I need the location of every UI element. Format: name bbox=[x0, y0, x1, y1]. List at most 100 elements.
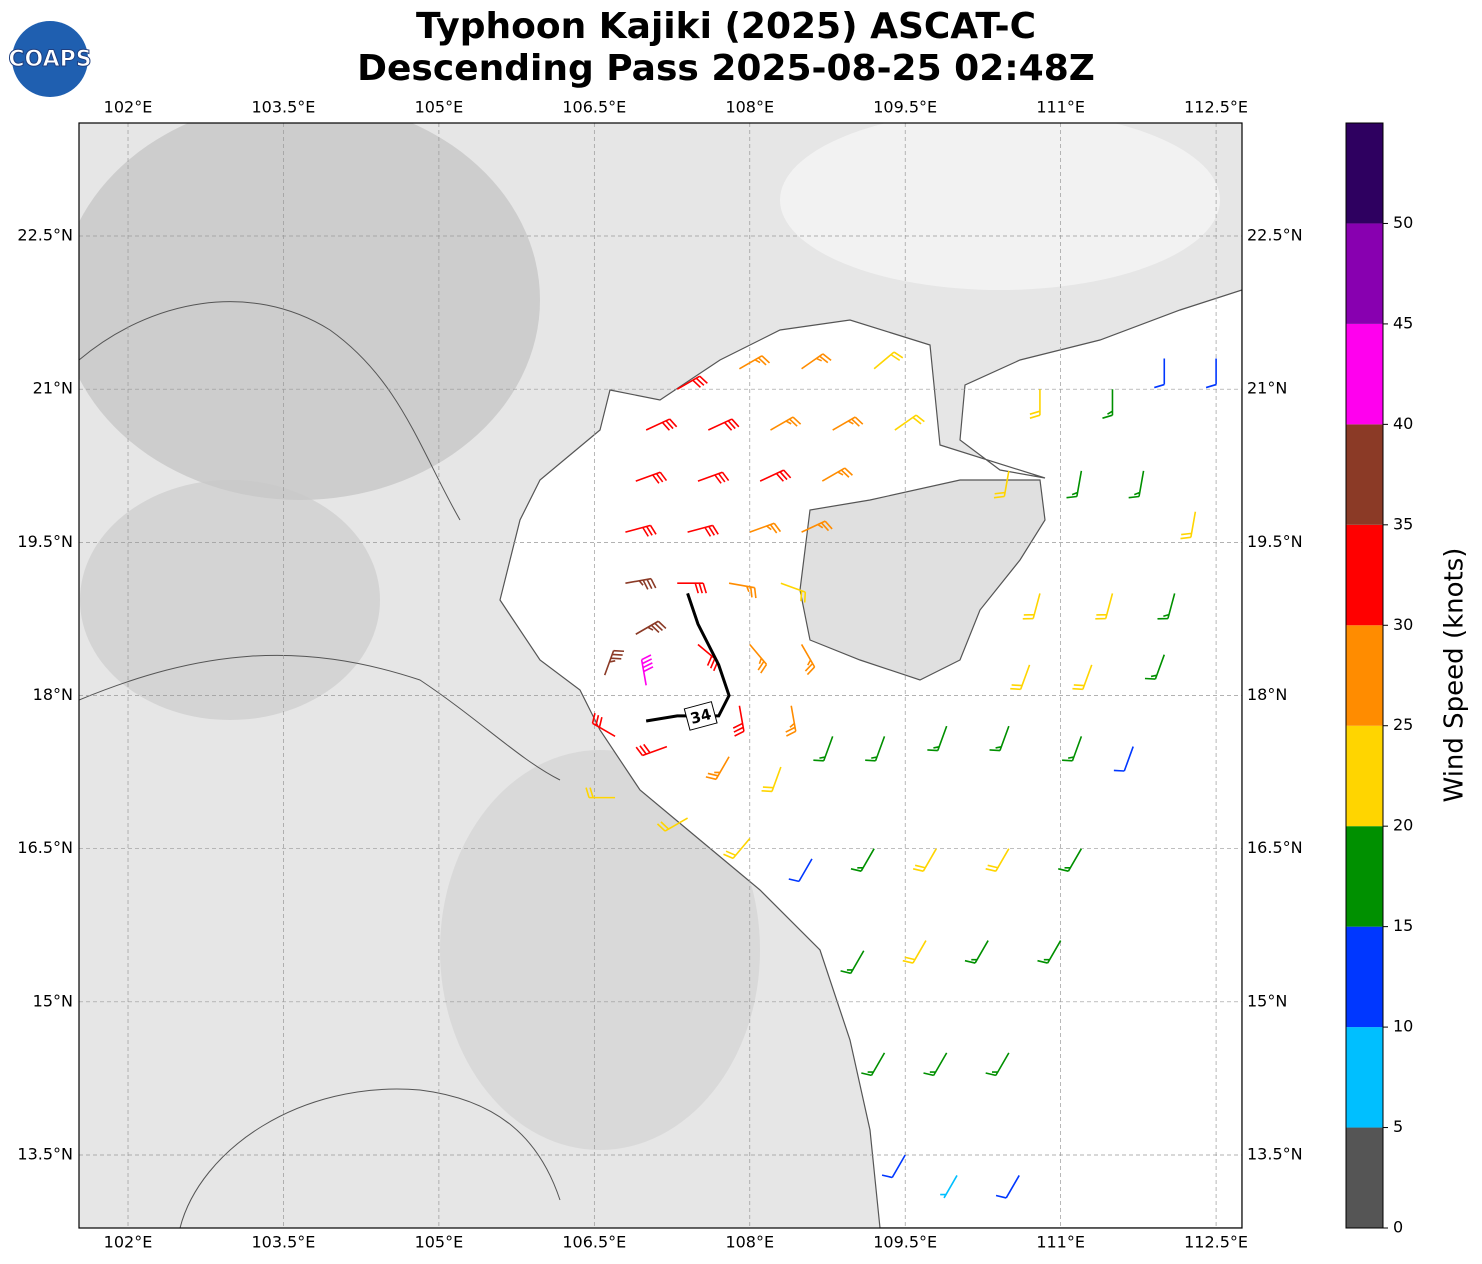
y-tick-label: 21°N bbox=[1247, 379, 1287, 398]
x-tick-label: 106.5°E bbox=[562, 1233, 626, 1252]
terrain bbox=[79, 123, 540, 500]
colorbar-segment bbox=[1346, 323, 1383, 425]
logo-globe bbox=[12, 21, 88, 97]
wind-barb bbox=[1072, 664, 1093, 691]
wind-barb bbox=[821, 467, 853, 482]
colorbar-tick-label: 0 bbox=[1393, 1218, 1403, 1237]
y-tick-label: 21°N bbox=[33, 379, 73, 398]
wind-barb bbox=[1066, 470, 1083, 499]
title-line: Descending Pass 2025-08-25 02:48Z bbox=[357, 48, 1095, 89]
colorbar-segment bbox=[1346, 625, 1383, 726]
wind-barb bbox=[687, 524, 719, 537]
wind-barb bbox=[780, 582, 807, 603]
wind-barb bbox=[912, 848, 937, 872]
wind-barb bbox=[902, 940, 927, 964]
x-tick-label: 112.5°E bbox=[1184, 98, 1248, 117]
wind-barb bbox=[591, 713, 616, 738]
colorbar-segment bbox=[1346, 926, 1383, 1028]
colorbar-tick-label: 45 bbox=[1393, 313, 1413, 332]
wind-barb bbox=[728, 582, 757, 599]
y-tick-label: 16.5°N bbox=[1247, 838, 1303, 857]
wind-barb bbox=[625, 524, 657, 537]
wind-barb bbox=[1095, 593, 1114, 620]
map-frame bbox=[78, 122, 1243, 1229]
wind-barb bbox=[788, 858, 813, 883]
borders bbox=[79, 301, 561, 1228]
wind-barb bbox=[923, 1052, 948, 1077]
wind-barb bbox=[635, 743, 668, 757]
wind-barb bbox=[603, 649, 625, 676]
colorbar-segment bbox=[1346, 223, 1383, 324]
colorbar-label: Wind Speed (knots) bbox=[1440, 548, 1470, 803]
wind-barb bbox=[985, 1052, 1010, 1077]
colorbar-segment bbox=[1346, 1027, 1383, 1128]
wind-barb bbox=[1128, 470, 1145, 499]
wind-barb bbox=[785, 705, 797, 737]
wind-barb bbox=[993, 470, 1010, 499]
x-tick-label: 109.5°E bbox=[873, 1233, 937, 1252]
wind-barb bbox=[656, 817, 688, 832]
colorbar-segment bbox=[1346, 123, 1383, 224]
x-tick-label: 109.5°E bbox=[873, 98, 937, 117]
wind-barb bbox=[832, 416, 864, 431]
wind-barb bbox=[1029, 389, 1041, 419]
wind-barb bbox=[1154, 358, 1166, 389]
y-tick-label: 15°N bbox=[1247, 991, 1287, 1010]
logo-text: COAPS bbox=[8, 47, 91, 72]
wind-barb bbox=[1022, 593, 1041, 620]
y-tick-label: 18°N bbox=[33, 685, 73, 704]
wind-barb bbox=[723, 837, 751, 860]
basemap bbox=[79, 123, 1242, 1228]
wind-barb bbox=[749, 643, 768, 674]
wind-barb bbox=[964, 940, 989, 964]
colorbar-segment bbox=[1346, 1127, 1383, 1228]
wind-barb bbox=[635, 471, 668, 484]
contour-label-box bbox=[683, 701, 718, 731]
y-tick-label: 13.5°N bbox=[1247, 1144, 1303, 1163]
wind-barb bbox=[585, 787, 616, 799]
colorbar-tick-label: 25 bbox=[1393, 715, 1413, 734]
hainan bbox=[799, 479, 1046, 681]
x-tick-label: 111°E bbox=[1036, 98, 1085, 117]
wind-barb bbox=[840, 950, 865, 975]
x-tick-label: 111°E bbox=[1036, 1233, 1085, 1252]
wind-barb bbox=[1113, 746, 1134, 772]
wind-contour bbox=[645, 592, 731, 723]
wind-barb bbox=[1180, 511, 1197, 540]
colorbar-tick-label: 10 bbox=[1393, 1017, 1413, 1036]
colorbar-tick-label: 30 bbox=[1393, 615, 1413, 634]
y-tick-label: 22.5°N bbox=[17, 226, 73, 245]
colorbar-tick-label: 20 bbox=[1393, 816, 1413, 835]
x-tick-label: 108°E bbox=[725, 1233, 774, 1252]
wind-barb bbox=[697, 643, 719, 672]
colorbar-segment bbox=[1346, 524, 1383, 626]
wind-barb bbox=[1144, 654, 1166, 680]
wind-barb bbox=[1010, 664, 1031, 691]
wind-barb bbox=[1205, 358, 1217, 389]
x-tick-label: 103.5°E bbox=[251, 98, 315, 117]
y-tick-label: 19.5°N bbox=[17, 532, 73, 551]
wind-barb bbox=[645, 418, 678, 431]
colorbar-tick-label: 5 bbox=[1393, 1117, 1403, 1136]
x-tick-label: 105°E bbox=[415, 98, 464, 117]
x-tick-label: 112.5°E bbox=[1184, 1233, 1248, 1252]
colorbar-segment bbox=[1346, 725, 1383, 827]
wind-barb bbox=[1062, 736, 1083, 762]
wind-barb bbox=[800, 644, 816, 676]
wind-barb bbox=[801, 353, 832, 370]
y-tick-label: 22.5°N bbox=[1247, 226, 1303, 245]
wind-barb bbox=[813, 736, 834, 762]
wind-barb bbox=[861, 1052, 886, 1077]
x-tick-label: 102°E bbox=[104, 98, 153, 117]
colorbar-tick-label: 40 bbox=[1393, 414, 1413, 433]
terrain bbox=[440, 750, 760, 1150]
terrain bbox=[80, 480, 380, 720]
terrain bbox=[780, 123, 1220, 290]
wind-barb bbox=[770, 416, 802, 431]
wind-barb bbox=[705, 756, 730, 781]
wind-barb bbox=[873, 351, 904, 370]
x-tick-label: 108°E bbox=[725, 98, 774, 117]
wind-barb bbox=[739, 355, 771, 370]
colorbar-segment bbox=[1346, 826, 1383, 927]
